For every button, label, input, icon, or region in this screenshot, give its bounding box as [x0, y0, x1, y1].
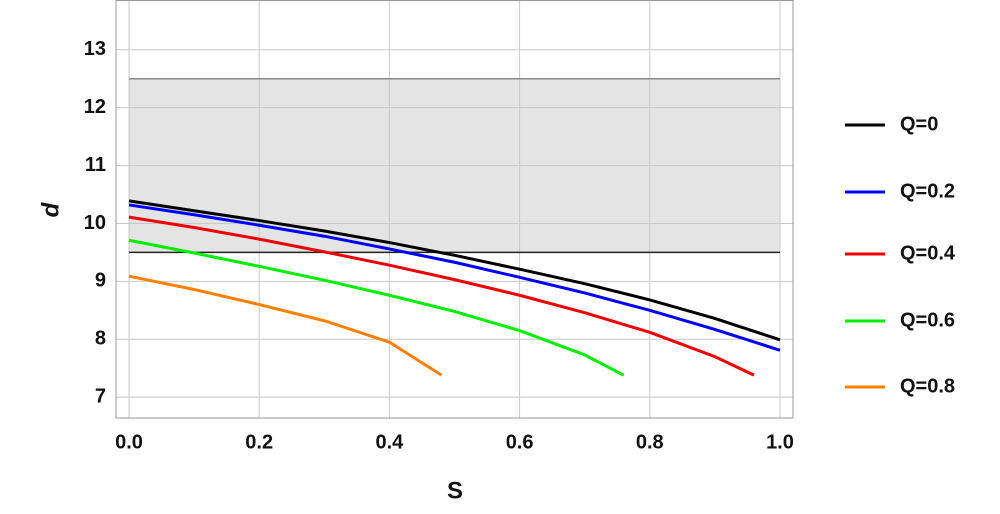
y-tick-label: 9	[95, 270, 106, 292]
y-tick-label: 12	[84, 96, 106, 118]
x-tick-label: 0.8	[636, 431, 664, 453]
legend-label: Q=0.8	[900, 375, 955, 397]
y-tick-label: 13	[84, 38, 106, 60]
plot-frame	[115, 0, 794, 419]
y-tick-label: 8	[95, 328, 106, 350]
legend-label: Q=0.4	[900, 242, 956, 264]
series-line	[128, 203, 781, 352]
x-tick-label: 0.6	[506, 431, 534, 453]
x-tick-label: 1.0	[766, 431, 794, 453]
x-tick-label: 0.4	[375, 431, 404, 453]
y-axis-label: d	[37, 201, 64, 217]
x-axis-label: S	[447, 477, 463, 504]
legend-label: Q=0	[900, 113, 938, 135]
series-line	[128, 199, 781, 342]
series-line	[128, 238, 625, 377]
y-tick-label: 11	[85, 154, 106, 176]
x-tick-label: 0.0	[115, 431, 143, 453]
series-line	[128, 274, 443, 377]
y-tick-label: 10	[84, 212, 106, 234]
legend-label: Q=0.6	[900, 309, 955, 331]
y-tick-label: 7	[95, 385, 106, 407]
x-tick-label: 0.2	[245, 431, 273, 453]
legend-label: Q=0.2	[900, 180, 955, 202]
series-line	[128, 215, 755, 377]
